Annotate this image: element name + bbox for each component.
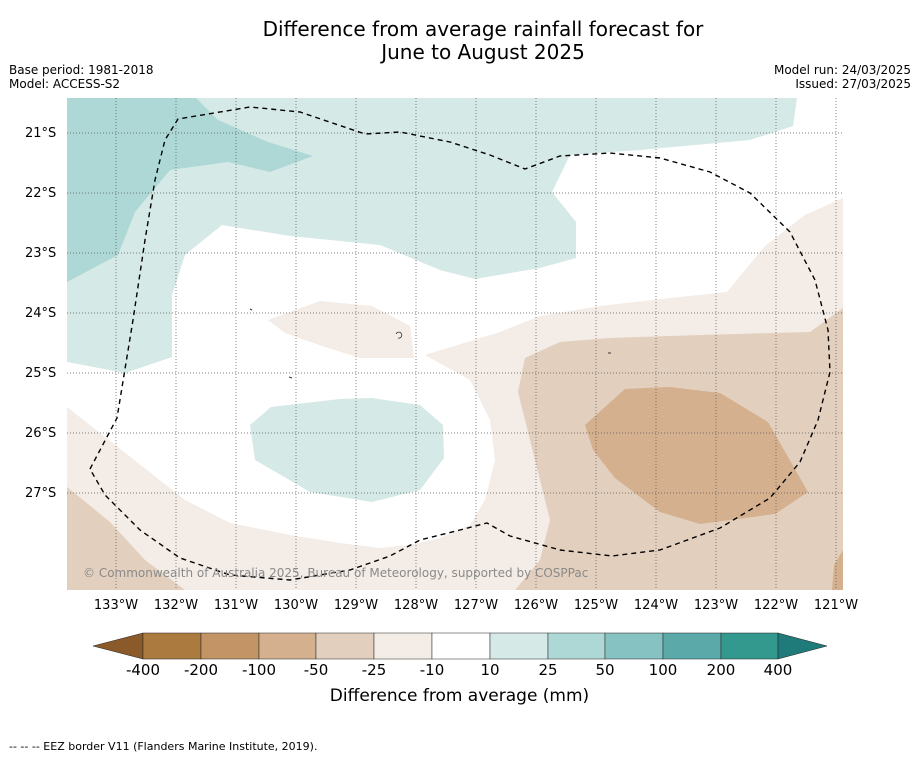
title-line-1: Difference from average rainfall forecas… bbox=[262, 17, 704, 41]
eez-border bbox=[89, 106, 831, 581]
lon-label: 126°W bbox=[513, 598, 559, 613]
title-line-2: June to August 2025 bbox=[381, 40, 585, 64]
colorbar-swatch bbox=[258, 632, 317, 660]
colorbar-swatch bbox=[200, 632, 260, 660]
colorbar-tick-label: 25 bbox=[538, 661, 558, 679]
dry-25-50-west bbox=[67, 487, 185, 590]
colorbar-swatch bbox=[547, 632, 606, 660]
dry-50-100-edge bbox=[832, 550, 843, 590]
colorbar-tick-label: 100 bbox=[648, 661, 678, 679]
colorbar-tick-label: -50 bbox=[303, 661, 329, 679]
issued-text: Issued: 27/03/2025 bbox=[795, 77, 911, 91]
copyright-credit: © Commonwealth of Australia 2025, Bureau… bbox=[83, 566, 589, 580]
lat-label: 27°S bbox=[25, 486, 57, 501]
colorbar-swatch bbox=[431, 632, 491, 660]
colorbar-swatch bbox=[489, 632, 549, 660]
rainfall-map bbox=[67, 98, 843, 590]
contour-artifact bbox=[395, 331, 403, 339]
contour-artifact bbox=[288, 376, 293, 379]
lon-label: 129°W bbox=[333, 598, 379, 613]
colorbar-tick-label: 10 bbox=[480, 661, 500, 679]
model-info: Base period: 1981-2018 Model: ACCESS-S2 bbox=[9, 63, 154, 91]
lon-label: 133°W bbox=[93, 598, 139, 613]
eez-legend-footer: -- -- -- EEZ border V11 (Flanders Marine… bbox=[9, 740, 318, 753]
lat-label: 24°S bbox=[25, 306, 57, 321]
colorbar-tick-label: -400 bbox=[125, 661, 161, 679]
lat-label: 22°S bbox=[25, 186, 57, 201]
colorbar-low-extend bbox=[92, 632, 144, 660]
colorbar-title: Difference from average (mm) bbox=[329, 686, 590, 706]
model-run-text: Model run: 24/03/2025 bbox=[773, 63, 911, 77]
lon-label: 131°W bbox=[213, 598, 259, 613]
colorbar-tick-label: -10 bbox=[419, 661, 445, 679]
colorbar-swatch bbox=[373, 632, 433, 660]
dry-50-100-core bbox=[585, 387, 808, 524]
wet-25-50-north bbox=[67, 98, 313, 282]
base-period-text: Base period: 1981-2018 bbox=[9, 63, 154, 77]
colorbar-tick-label: -25 bbox=[361, 661, 387, 679]
lon-label: 132°W bbox=[153, 598, 199, 613]
colorbar-tick-label: -200 bbox=[183, 661, 219, 679]
colorbar bbox=[92, 632, 828, 660]
colorbar-swatch bbox=[604, 632, 664, 660]
lon-label: 121°W bbox=[813, 598, 859, 613]
colorbar-tick-label: -100 bbox=[241, 661, 277, 679]
lon-label: 123°W bbox=[693, 598, 739, 613]
lat-label: 25°S bbox=[25, 366, 57, 381]
colorbar-tick-label: 200 bbox=[706, 661, 736, 679]
lon-label: 127°W bbox=[453, 598, 499, 613]
lat-label: 23°S bbox=[25, 246, 57, 261]
colorbar-high-extend bbox=[777, 632, 828, 660]
lat-label: 21°S bbox=[25, 126, 57, 141]
map-title: Difference from average rainfall forecas… bbox=[0, 18, 919, 64]
dry-10-25-center bbox=[268, 301, 414, 358]
colorbar-tick-label: 50 bbox=[595, 661, 615, 679]
lon-label: 122°W bbox=[753, 598, 799, 613]
lon-label: 124°W bbox=[633, 598, 679, 613]
model-text: Model: ACCESS-S2 bbox=[9, 77, 121, 91]
lon-label: 130°W bbox=[273, 598, 319, 613]
wet-10-25-center bbox=[250, 398, 444, 502]
colorbar-swatch bbox=[315, 632, 375, 660]
colorbar-tick-label: 400 bbox=[763, 661, 793, 679]
colorbar-swatch bbox=[662, 632, 722, 660]
colorbar-swatch bbox=[720, 632, 779, 660]
lon-label: 128°W bbox=[393, 598, 439, 613]
run-info: Model run: 24/03/2025 Issued: 27/03/2025 bbox=[774, 63, 911, 91]
contour-artifact bbox=[249, 308, 253, 311]
lat-label: 26°S bbox=[25, 426, 57, 441]
colorbar-swatch bbox=[142, 632, 202, 660]
lon-label: 125°W bbox=[573, 598, 619, 613]
graticule bbox=[67, 98, 843, 590]
